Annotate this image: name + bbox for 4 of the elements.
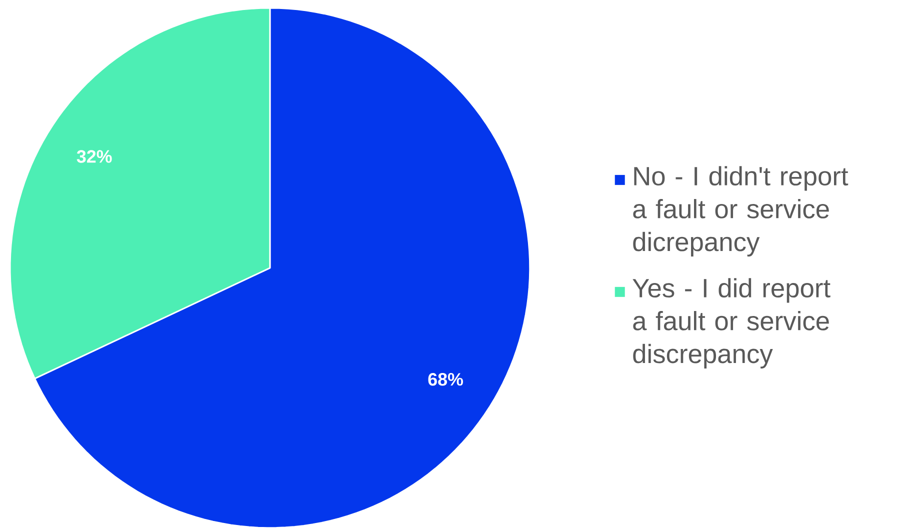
legend-label: No - I didn't report a fault or service dicrepancy	[633, 166, 848, 257]
data-label: 68%	[428, 373, 463, 386]
data-label: 32%	[76, 150, 112, 164]
legend-label: Yes - I did report a fault or service discrepancy	[632, 278, 830, 369]
